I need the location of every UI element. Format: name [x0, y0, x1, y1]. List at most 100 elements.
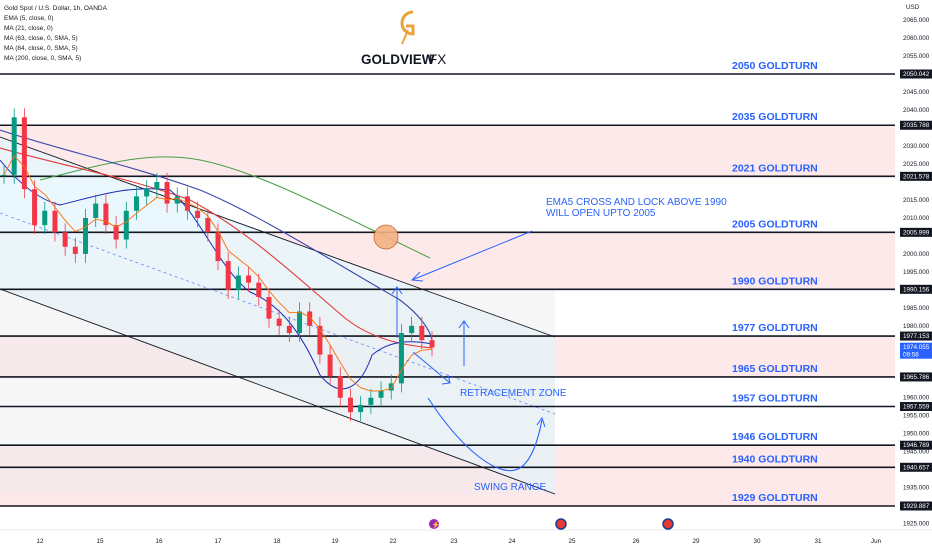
candle-body: [256, 282, 262, 298]
price-badge: [900, 69, 932, 79]
candle-body: [347, 397, 353, 413]
price-badge-text: 1990.156: [903, 286, 930, 293]
candle-body: [32, 189, 38, 226]
ma84-line: [0, 129, 433, 341]
candle-body: [215, 232, 221, 262]
ema-note-arrow: [411, 230, 533, 281]
price-tick-label: 2000.000: [903, 251, 930, 258]
indicator-ema5: EMA (5, close, 0): [4, 15, 54, 22]
candle-body: [1, 174, 7, 176]
candle-body: [72, 246, 78, 254]
symbol-title: Gold Spot / U.S. Dollar, 1h, OANDA: [4, 5, 108, 12]
date-ticks: 12 15 16 17 18 19 22 23 24 25 26 29 30 31 Jun: [36, 538, 881, 545]
brand-name: GOLDVIEW: [361, 52, 435, 67]
price-tick-label: 1995.000: [903, 269, 930, 276]
price-badge: [900, 284, 932, 294]
date-tick-label: Jun: [871, 538, 882, 545]
brand-logo: GOLDVIEW FX: [361, 10, 446, 67]
date-tick-label: 25: [568, 538, 576, 545]
price-badge: [900, 331, 932, 341]
price-tick-label: 2030.000: [903, 143, 930, 150]
channel-upper-line: [0, 136, 556, 338]
ema-note-line1: EMA5 CROSS AND LOCK ABOVE 1990: [546, 197, 727, 208]
candle-body: [154, 182, 160, 190]
ma21-line: [0, 159, 433, 390]
price-tick-label: 2025.000: [903, 161, 930, 168]
price-tick-label: 2015.000: [903, 197, 930, 204]
candle-body: [21, 117, 27, 190]
price-badge: [900, 171, 932, 181]
candle-body: [52, 210, 58, 233]
date-tick-label: 18: [273, 538, 281, 545]
up-arrow-1-head: [391, 286, 403, 295]
level-label: 1990 GOLDTURN: [732, 275, 818, 287]
candle-body: [225, 261, 231, 290]
candle-body: [93, 203, 99, 218]
price-tick-label: 2055.000: [903, 53, 930, 60]
candle-body: [327, 354, 333, 377]
candle-body: [205, 217, 211, 233]
candle-body: [113, 225, 119, 240]
price-badge: [900, 440, 932, 450]
indicator-ma63: MA (63, close, 0, SMA, 5): [4, 35, 78, 42]
candle-body: [83, 217, 89, 254]
candle-body: [398, 333, 404, 384]
candle-body: [164, 182, 170, 204]
indicator-ma21: MA (21, close, 0): [4, 25, 53, 32]
candle-body: [42, 210, 48, 226]
candle-body: [358, 404, 364, 413]
candle-body: [307, 311, 313, 326]
drawings: [373, 224, 546, 472]
price-badges: 2050.042 2035.788 2021.578 2005.999 1990.156…: [900, 69, 932, 511]
price-badge-text: 2050.042: [903, 71, 930, 78]
price-badge-text: 1957.559: [903, 404, 930, 411]
price-badge: [900, 372, 932, 382]
lightning-event-icon: [429, 519, 439, 529]
price-badge-text: 1965.786: [903, 374, 930, 381]
indicator-ma200: MA (200, close, 0, SMA, 5): [4, 55, 81, 62]
date-tick-label: 23: [450, 538, 458, 545]
lightning-glyph: ⚡: [432, 520, 441, 529]
down-arrow-head: [441, 374, 451, 385]
date-tick-label: 16: [155, 538, 163, 545]
date-tick-label: 31: [814, 538, 822, 545]
price-tick-label: 1960.000: [903, 395, 930, 402]
level-label: 2035 GOLDTURN: [732, 111, 818, 123]
level-label: 1929 GOLDTURN: [732, 492, 818, 504]
candle-body: [419, 325, 425, 341]
logo-g-stem: [401, 29, 409, 45]
time-axis[interactable]: 12 15 16 17 18 19 22 23 24 25 26 29 30 31 Jun: [0, 529, 932, 550]
date-tick-label: 29: [692, 538, 700, 545]
price-badge-text: 1940.657: [903, 464, 930, 471]
price-badge-text: 2005.999: [903, 229, 930, 236]
candle-body: [174, 196, 180, 204]
candle-body: [266, 297, 272, 319]
event-icons[interactable]: ⚡: [429, 518, 674, 530]
level-label: 1940 GOLDTURN: [732, 453, 818, 465]
date-tick-label: 17: [214, 538, 222, 545]
retracement-label: RETRACEMENT ZONE: [460, 388, 567, 399]
date-tick-label: 12: [36, 538, 44, 545]
date-tick-label: 26: [632, 538, 640, 545]
candle-body: [184, 196, 190, 211]
channel-lines: [0, 136, 556, 495]
us-flag-event-icon: [555, 518, 567, 530]
candle-body: [286, 325, 292, 334]
level-zones: [0, 126, 895, 506]
logo-g-icon: [400, 10, 415, 36]
swing-arc: [427, 397, 543, 472]
date-tick-label: 30: [753, 538, 761, 545]
brand-suffix: FX: [429, 52, 446, 67]
header: Gold Spot / U.S. Dollar, 1h, OANDA EMA (…: [4, 5, 108, 62]
candle-body: [297, 311, 303, 334]
candle-body: [378, 390, 384, 398]
down-arrow: [412, 351, 451, 384]
candle-body: [11, 117, 17, 175]
currency-label: USD: [906, 4, 920, 11]
price-axis[interactable]: USD 2065.000 2060.000 2055.000 2045.000 2040…: [895, 0, 932, 546]
level-label: 1965 GOLDTURN: [732, 363, 818, 375]
moving-averages: [0, 129, 433, 390]
candle-body: [195, 210, 201, 218]
price-badge-time: 09:58: [903, 352, 919, 359]
